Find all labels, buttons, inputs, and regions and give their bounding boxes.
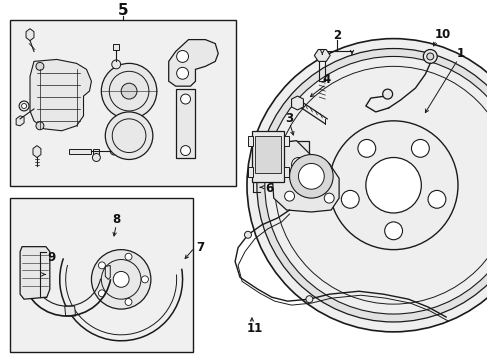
Polygon shape	[33, 145, 41, 157]
Circle shape	[328, 121, 457, 249]
Polygon shape	[287, 141, 309, 188]
Circle shape	[410, 139, 428, 157]
Text: 2: 2	[332, 29, 341, 42]
Circle shape	[180, 145, 190, 156]
Circle shape	[426, 53, 433, 60]
Circle shape	[36, 122, 44, 130]
Bar	[10, 198, 193, 352]
Circle shape	[256, 49, 488, 322]
Circle shape	[91, 249, 151, 309]
Circle shape	[113, 271, 129, 287]
Bar	[254, 136, 280, 174]
Bar	[175, 89, 195, 158]
Circle shape	[19, 101, 29, 111]
Bar	[247, 167, 252, 177]
Polygon shape	[271, 141, 338, 212]
Bar	[283, 136, 288, 145]
Polygon shape	[105, 265, 110, 279]
Circle shape	[284, 191, 294, 201]
Circle shape	[176, 67, 188, 79]
Bar	[247, 136, 252, 145]
Polygon shape	[30, 59, 91, 131]
Text: 5: 5	[118, 3, 128, 18]
Circle shape	[92, 153, 100, 162]
Circle shape	[427, 190, 445, 208]
Circle shape	[298, 163, 324, 189]
Circle shape	[246, 39, 488, 332]
Polygon shape	[16, 116, 24, 126]
Bar	[10, 20, 236, 186]
Circle shape	[98, 262, 105, 269]
Text: 6: 6	[265, 182, 273, 195]
Circle shape	[291, 157, 305, 171]
Polygon shape	[168, 40, 218, 86]
Polygon shape	[93, 149, 99, 154]
Text: 9: 9	[48, 251, 56, 264]
Bar	[283, 167, 288, 177]
Circle shape	[423, 50, 436, 63]
Circle shape	[365, 157, 421, 213]
Text: 10: 10	[434, 28, 450, 41]
Circle shape	[36, 62, 44, 70]
Polygon shape	[26, 29, 34, 41]
Circle shape	[121, 83, 137, 99]
Text: 1: 1	[456, 47, 464, 60]
Circle shape	[105, 112, 153, 159]
Circle shape	[384, 222, 402, 240]
Circle shape	[112, 60, 121, 69]
Text: 7: 7	[196, 241, 204, 254]
Text: 8: 8	[112, 213, 120, 226]
Circle shape	[382, 89, 392, 99]
Circle shape	[357, 139, 375, 157]
Polygon shape	[64, 306, 76, 316]
Circle shape	[180, 94, 190, 104]
Polygon shape	[251, 131, 283, 182]
Circle shape	[141, 276, 148, 283]
Circle shape	[305, 296, 312, 303]
Polygon shape	[113, 44, 119, 50]
Text: 11: 11	[246, 323, 263, 336]
Circle shape	[244, 231, 251, 238]
Polygon shape	[20, 247, 50, 299]
Circle shape	[125, 298, 132, 305]
Circle shape	[125, 253, 132, 260]
Text: 3: 3	[285, 112, 293, 125]
Circle shape	[110, 147, 118, 155]
Circle shape	[98, 290, 105, 297]
Circle shape	[341, 190, 359, 208]
Text: 4: 4	[322, 73, 330, 86]
Circle shape	[289, 154, 332, 198]
Polygon shape	[314, 50, 329, 62]
Circle shape	[264, 57, 488, 314]
Circle shape	[101, 63, 157, 119]
Polygon shape	[68, 149, 91, 153]
Circle shape	[324, 193, 333, 203]
Circle shape	[21, 104, 26, 108]
Circle shape	[176, 50, 188, 62]
Polygon shape	[291, 96, 303, 110]
Circle shape	[274, 66, 488, 304]
